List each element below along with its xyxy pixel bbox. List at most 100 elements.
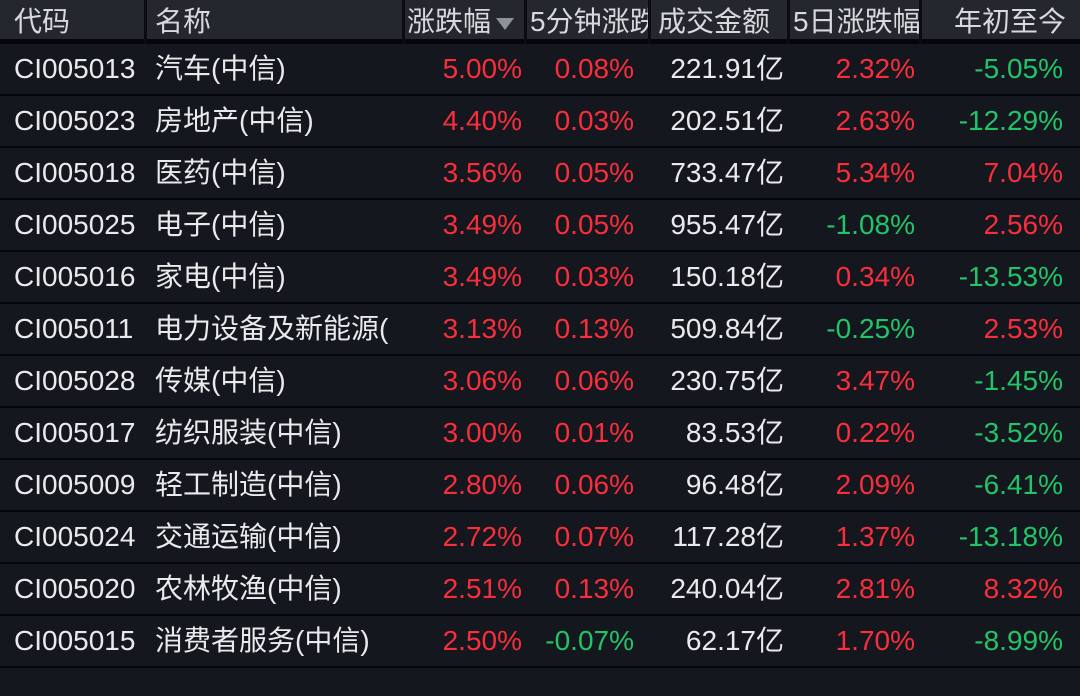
change-5min-percent: 0.06% <box>554 365 634 396</box>
column-header-change-5day[interactable]: 5日涨跌幅 <box>790 0 922 44</box>
change-5min-percent: 0.13% <box>554 573 634 604</box>
turnover-amount: 62.17亿 <box>685 625 784 656</box>
change-5day-percent: 1.70% <box>835 625 915 656</box>
change-5day-percent: -1.08% <box>826 209 915 240</box>
change-percent: 3.49% <box>442 261 522 292</box>
table-row[interactable]: CI005018 医药(中信) 3.56% 0.05% 733.47亿 5.34% 7.04… <box>0 148 1080 200</box>
index-name: 医药(中信) <box>155 157 286 188</box>
change-5day-percent: 0.34% <box>835 261 915 292</box>
index-code: CI005023 <box>14 105 136 136</box>
table-row[interactable]: CI005025 电子(中信) 3.49% 0.05% 955.47亿 -1.08% 2.5… <box>0 200 1080 252</box>
table-header: 代码 名称 涨跌幅 5分钟涨跌 成交金额 5日涨跌幅 年初至今 <box>0 0 1080 44</box>
ytd-change-percent: 8.32% <box>983 573 1063 604</box>
change-percent: 3.13% <box>442 313 522 344</box>
index-name: 电子(中信) <box>155 209 286 240</box>
turnover-amount: 230.75亿 <box>670 365 784 396</box>
index-code: CI005025 <box>14 209 136 240</box>
index-name: 汽车(中信) <box>155 53 286 84</box>
ytd-change-percent: -3.52% <box>974 417 1063 448</box>
column-header-name[interactable]: 名称 <box>147 0 405 44</box>
change-5min-percent: -0.07% <box>545 625 634 656</box>
change-percent: 2.80% <box>442 469 522 500</box>
column-header-ytd[interactable]: 年初至今 <box>922 0 1080 44</box>
table-row[interactable]: CI005016 家电(中信) 3.49% 0.03% 150.18亿 0.34% -13.… <box>0 252 1080 304</box>
change-5min-percent: 0.05% <box>554 157 634 188</box>
change-5day-percent: 2.09% <box>835 469 915 500</box>
index-name: 家电(中信) <box>155 261 286 292</box>
column-header-code[interactable]: 代码 <box>0 0 147 44</box>
index-code: CI005013 <box>14 53 136 84</box>
column-header-change-label: 涨跌幅 <box>407 6 492 37</box>
ytd-change-percent: -6.41% <box>974 469 1063 500</box>
column-header-change-5min-label: 5分钟涨跌 <box>530 6 651 37</box>
turnover-amount: 117.28亿 <box>672 521 784 552</box>
index-code: CI005017 <box>14 417 136 448</box>
column-header-turnover[interactable]: 成交金额 <box>651 0 790 44</box>
change-5day-percent: 2.63% <box>835 105 915 136</box>
table-row[interactable]: CI005013 汽车(中信) 5.00% 0.08% 221.91亿 2.32% -5.0… <box>0 44 1080 96</box>
turnover-amount: 221.91亿 <box>670 53 784 84</box>
table-row[interactable]: CI005023 房地产(中信) 4.40% 0.03% 202.51亿 2.63% -12… <box>0 96 1080 148</box>
change-percent: 2.51% <box>442 573 522 604</box>
table-row[interactable]: CI005015 消费者服务(中信) 2.50% -0.07% 62.17亿 1.70% -… <box>0 616 1080 668</box>
ytd-change-percent: 2.56% <box>983 209 1063 240</box>
change-percent: 2.50% <box>442 625 522 656</box>
table-row[interactable]: CI005028 传媒(中信) 3.06% 0.06% 230.75亿 3.47% -1.4… <box>0 356 1080 408</box>
table-row[interactable]: CI005024 交通运输(中信) 2.72% 0.07% 117.28亿 1.37% -1… <box>0 512 1080 564</box>
ytd-change-percent: -13.53% <box>958 261 1063 292</box>
change-5min-percent: 0.01% <box>554 417 634 448</box>
column-header-turnover-label: 成交金额 <box>658 6 771 37</box>
turnover-amount: 955.47亿 <box>670 209 784 240</box>
sort-descending-icon <box>496 18 515 30</box>
change-5day-percent: 3.47% <box>835 365 915 396</box>
ytd-change-percent: -13.18% <box>958 521 1063 552</box>
change-percent: 3.00% <box>442 417 522 448</box>
change-5day-percent: 2.32% <box>835 53 915 84</box>
table-row[interactable]: CI005009 轻工制造(中信) 2.80% 0.06% 96.48亿 2.09% -6.… <box>0 460 1080 512</box>
turnover-amount: 509.84亿 <box>670 313 784 344</box>
index-code: CI005020 <box>14 573 136 604</box>
column-header-change-5day-label: 5日涨跌幅 <box>793 6 921 37</box>
turnover-amount: 150.18亿 <box>670 261 784 292</box>
table-row[interactable]: CI005011 电力设备及新能源(3.13% 0.13% 509.84亿 -0.25%… <box>0 304 1080 356</box>
change-5min-percent: 0.06% <box>554 469 634 500</box>
change-5min-percent: 0.13% <box>554 313 634 344</box>
change-percent: 2.72% <box>442 521 522 552</box>
change-percent: 3.06% <box>442 365 522 396</box>
change-percent: 3.49% <box>442 209 522 240</box>
index-name: 农林牧渔(中信) <box>155 573 342 604</box>
index-code: CI005018 <box>14 157 136 188</box>
change-percent: 3.56% <box>442 157 522 188</box>
table-row[interactable]: CI005017 纺织服装(中信) 3.00% 0.01% 83.53亿 0.22% -3.… <box>0 408 1080 460</box>
table-row[interactable]: CI005020 农林牧渔(中信) 2.51% 0.13% 240.04亿 2.81% 8.… <box>0 564 1080 616</box>
turnover-amount: 240.04亿 <box>670 573 784 604</box>
column-header-change-5min[interactable]: 5分钟涨跌 <box>527 0 651 44</box>
column-header-ytd-label: 年初至今 <box>953 6 1066 37</box>
turnover-amount: 202.51亿 <box>670 105 784 136</box>
ytd-change-percent: -5.05% <box>974 53 1063 84</box>
index-code: CI005024 <box>14 521 136 552</box>
index-name: 轻工制造(中信) <box>155 469 342 500</box>
index-name: 房地产(中信) <box>155 105 314 136</box>
change-5day-percent: 0.22% <box>835 417 915 448</box>
index-name: 传媒(中信) <box>155 365 286 396</box>
index-name: 交通运输(中信) <box>155 521 342 552</box>
column-header-code-label: 代码 <box>14 6 71 37</box>
turnover-amount: 733.47亿 <box>670 157 784 188</box>
index-name: 纺织服装(中信) <box>155 417 342 448</box>
index-code: CI005015 <box>14 625 136 656</box>
change-5min-percent: 0.05% <box>554 209 634 240</box>
index-code: CI005016 <box>14 261 136 292</box>
index-code: CI005011 <box>14 313 134 344</box>
change-5min-percent: 0.07% <box>554 521 634 552</box>
index-name: 电力设备及新能源( <box>155 313 389 344</box>
index-code: CI005009 <box>14 469 136 500</box>
column-header-change[interactable]: 涨跌幅 <box>405 0 527 44</box>
change-5day-percent: 5.34% <box>835 157 915 188</box>
ytd-change-percent: -8.99% <box>974 625 1063 656</box>
ytd-change-percent: -1.45% <box>974 365 1063 396</box>
turnover-amount: 83.53亿 <box>685 417 784 448</box>
index-code: CI005028 <box>14 365 136 396</box>
change-percent: 4.40% <box>442 105 522 136</box>
